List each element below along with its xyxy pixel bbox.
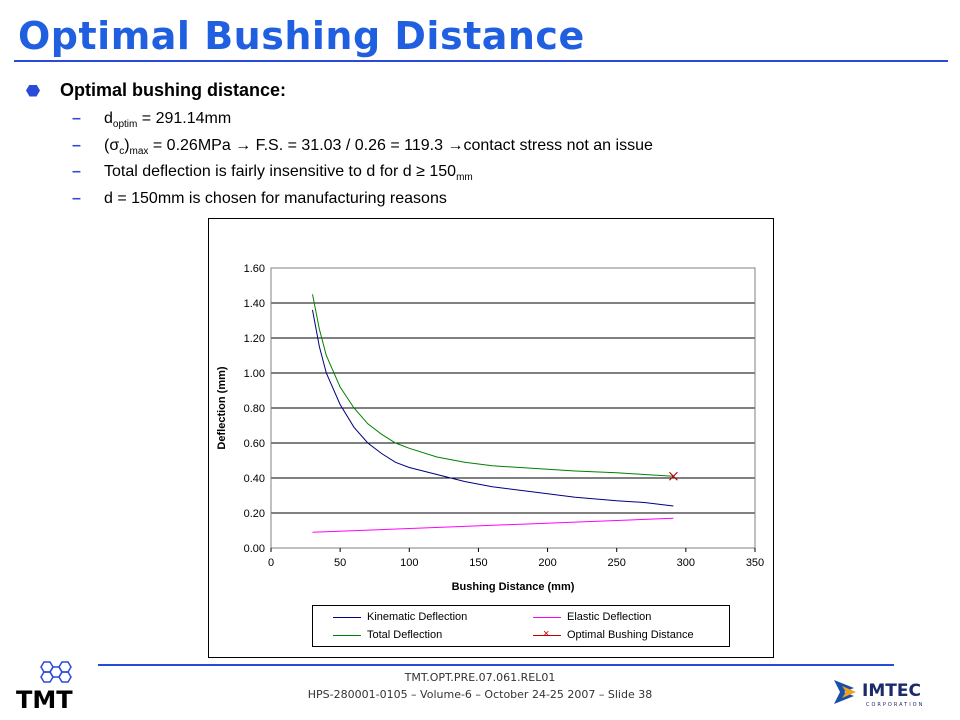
svg-text:CORPORATION: CORPORATION	[866, 702, 924, 708]
tmt-logo: TMT	[16, 661, 73, 714]
main-bullet-text: Optimal bushing distance:	[60, 80, 287, 100]
imtec-arrow-icon	[834, 680, 854, 704]
sub-bullet-3: – Total deflection is fairly insensitive…	[72, 163, 473, 183]
legend-line-icon	[333, 634, 361, 636]
dash-icon: –	[72, 137, 81, 154]
x-tick-label: 350	[746, 557, 764, 569]
optimal-point-marker	[668, 471, 678, 481]
legend-item-total: Total Deflection	[333, 629, 442, 641]
legend-item-elastic: Elastic Deflection	[533, 611, 651, 623]
y-tick-label: 1.20	[244, 333, 265, 345]
y-tick-label: 1.60	[244, 263, 265, 275]
legend-item-kinematic: Kinematic Deflection	[333, 611, 467, 623]
sub-bullet-3-text: Total deflection is fairly insensitive t…	[104, 163, 473, 184]
y-axis-label: Deflection (mm)	[216, 366, 228, 449]
imtec-logo: IMTEC CORPORATION	[834, 680, 924, 708]
sub-bullet-4: – d = 150mm is chosen for manufacturing …	[72, 190, 447, 208]
x-tick-label: 50	[334, 557, 346, 569]
y-tick-label: 0.40	[244, 473, 265, 485]
y-tick-label: 1.00	[244, 368, 265, 380]
plot-area	[270, 267, 756, 549]
footer-document-id: TMT.OPT.PRE.07.061.REL01	[404, 671, 556, 684]
series-line-0	[312, 309, 674, 507]
legend-item-optimal: × Optimal Bushing Distance	[533, 628, 694, 641]
svg-text:IMTEC: IMTEC	[862, 681, 921, 701]
footer-slide-info: HPS-280001-0105 – Volume-6 – October 24-…	[307, 688, 653, 701]
legend-marker-x-icon: ×	[533, 628, 561, 640]
dash-icon: –	[72, 190, 81, 207]
hexagon-bullet-icon	[26, 84, 40, 97]
legend-line-icon	[333, 616, 361, 618]
y-tick-label: 1.40	[244, 298, 265, 310]
y-tick-label: 0.20	[244, 508, 265, 520]
dash-icon: –	[72, 163, 81, 180]
x-tick-label: 100	[400, 557, 418, 569]
svg-text:TMT: TMT	[16, 686, 73, 714]
chart-legend: Kinematic Deflection Elastic Deflection …	[312, 605, 730, 647]
main-bullet: Optimal bushing distance:	[26, 80, 286, 101]
sub-bullet-2: – (σc)max = 0.26MPa → F.S. = 31.03 / 0.2…	[72, 137, 653, 157]
y-tick-label: 0.60	[244, 438, 265, 450]
title-divider	[14, 60, 948, 62]
legend-line-icon	[533, 616, 561, 618]
x-axis-label: Bushing Distance (mm)	[452, 581, 575, 593]
sub-bullet-1: – doptim = 291.14mm	[72, 110, 231, 130]
sub-bullet-2-text: (σc)max = 0.26MPa → F.S. = 31.03 / 0.26 …	[104, 137, 653, 158]
series-line-2	[312, 294, 674, 477]
x-tick-label: 250	[608, 557, 626, 569]
sub-bullet-1-text: doptim = 291.14mm	[104, 110, 232, 131]
x-tick-label: 200	[538, 557, 556, 569]
page-title: Optimal Bushing Distance	[18, 14, 585, 58]
dash-icon: –	[72, 110, 81, 127]
series-line-1	[312, 517, 674, 533]
deflection-chart: 0.00 0.20 0.40 0.60 0.80 1.00 1.20 1.40 1.60 0 50 1…	[208, 218, 774, 658]
footer-divider	[98, 664, 894, 666]
x-tick-label: 300	[677, 557, 695, 569]
x-tick-label: 150	[469, 557, 487, 569]
x-tick-label: 0	[268, 557, 274, 569]
sub-bullet-4-text: d = 150mm is chosen for manufacturing re…	[104, 190, 447, 207]
chart-svg: 0.00 0.20 0.40 0.60 0.80 1.00 1.20 1.40 1.60 0 50 1…	[216, 263, 764, 593]
y-tick-label: 0.80	[244, 403, 265, 415]
y-tick-label: 0.00	[244, 543, 265, 555]
